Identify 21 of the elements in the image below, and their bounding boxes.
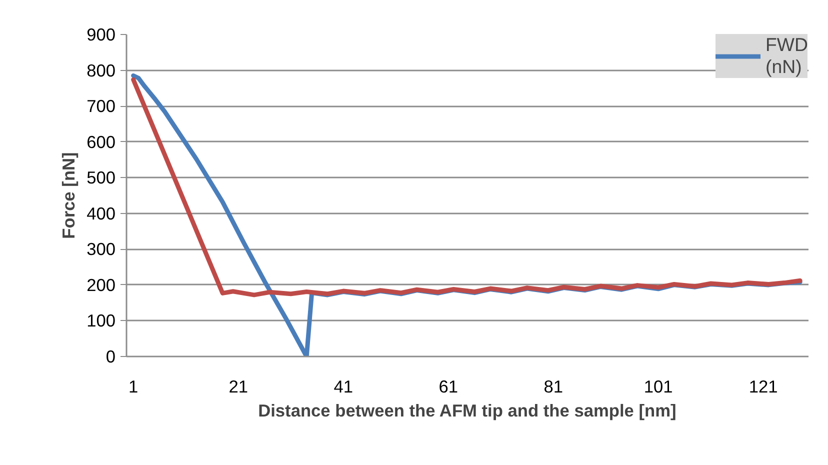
legend-label: FWD (nN) (766, 34, 808, 78)
x-tick-label: 101 (644, 376, 673, 396)
x-tick-label: 41 (334, 376, 353, 396)
x-tick-label: 1 (128, 376, 138, 396)
y-tick-label: 100 (86, 310, 116, 331)
y-tick-label: 300 (86, 239, 116, 260)
y-tick-label: 600 (86, 132, 116, 152)
y-axis-title: Force [nN] (58, 152, 79, 239)
y-tick-label: 200 (86, 274, 116, 295)
x-tick-label: 121 (748, 376, 778, 396)
y-tick-label: 800 (86, 60, 116, 80)
y-tick-label: 500 (86, 168, 116, 188)
y-tick-label: 400 (86, 203, 116, 224)
x-tick-label: 81 (544, 376, 563, 396)
x-tick-label: 21 (228, 376, 248, 396)
y-tick-label: 0 (106, 346, 116, 366)
x-tick-label: 61 (438, 376, 458, 396)
x-axis-title: Distance between the AFM tip and the sample [nm] (258, 400, 676, 420)
line-series (131, 77, 802, 298)
y-tick-label: 700 (86, 96, 116, 116)
y-tick-label: 900 (86, 24, 116, 44)
